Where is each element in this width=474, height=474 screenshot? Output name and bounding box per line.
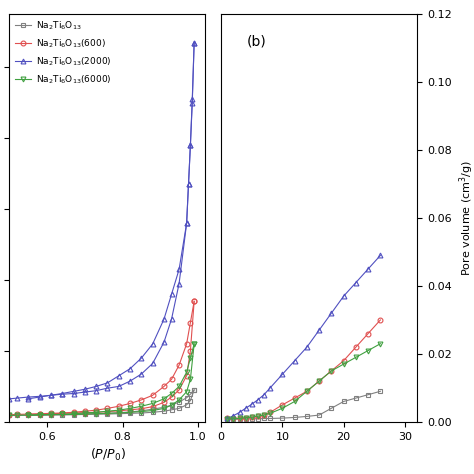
Legend: Na$_2$Ti$_6$O$_{13}$, Na$_2$Ti$_6$O$_{13}$(600), Na$_2$Ti$_6$O$_{13}$(2000), Na$: Na$_2$Ti$_6$O$_{13}$, Na$_2$Ti$_6$O$_{13… [11, 16, 115, 90]
X-axis label: $(P/P_0)$: $(P/P_0)$ [90, 447, 126, 463]
Text: (b): (b) [246, 35, 266, 49]
Y-axis label: Pore volume (cm$^3$/g): Pore volume (cm$^3$/g) [457, 160, 474, 276]
